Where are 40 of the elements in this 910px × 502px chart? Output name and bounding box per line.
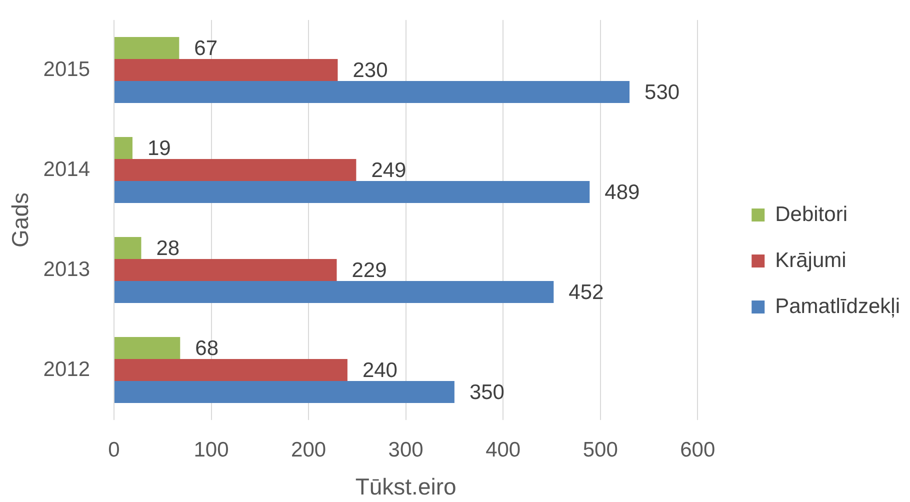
bar: [114, 181, 590, 203]
x-tick-label: 100: [194, 438, 229, 462]
data-label: 240: [362, 358, 398, 382]
data-label: 229: [352, 258, 387, 282]
bar: [114, 259, 337, 281]
x-tick-label: 500: [582, 438, 618, 462]
y-tick-label: 2012: [43, 358, 90, 381]
x-tick-label: 300: [388, 438, 424, 462]
data-label: 230: [352, 58, 388, 82]
bar: [114, 237, 142, 259]
y-tick-label: 2014: [43, 158, 90, 181]
y-tick-label: 2015: [43, 58, 90, 81]
y-axis-title: Gads: [7, 192, 34, 248]
data-label: 68: [195, 336, 219, 360]
y-tick-label: 2013: [43, 258, 90, 281]
legend-label: Pamatlīdzekļi: [775, 294, 900, 318]
data-label: 452: [568, 280, 604, 304]
data-label: 489: [604, 180, 640, 204]
bar: [114, 37, 180, 59]
data-label: 530: [644, 80, 680, 104]
x-tick-label: 600: [680, 438, 716, 462]
bar: [114, 59, 338, 81]
data-label: 19: [147, 136, 171, 160]
x-axis-title: Tūkst.eiro: [355, 474, 456, 500]
x-tick-label: 200: [291, 438, 326, 462]
data-label: 350: [469, 380, 504, 404]
x-tick-label: 0: [108, 438, 120, 462]
bar: [114, 137, 132, 159]
legend-label: Krājumi: [775, 248, 846, 272]
bar: [114, 81, 630, 103]
x-tick-label: 400: [486, 438, 521, 462]
data-label: 67: [194, 36, 218, 60]
legend-label: Debitori: [775, 202, 848, 226]
bar: [114, 359, 348, 381]
bar: [114, 381, 454, 403]
bar: [114, 337, 180, 359]
data-label: 28: [156, 236, 180, 260]
data-label: 249: [371, 158, 406, 182]
bar: [114, 159, 356, 181]
bar: [114, 281, 554, 303]
